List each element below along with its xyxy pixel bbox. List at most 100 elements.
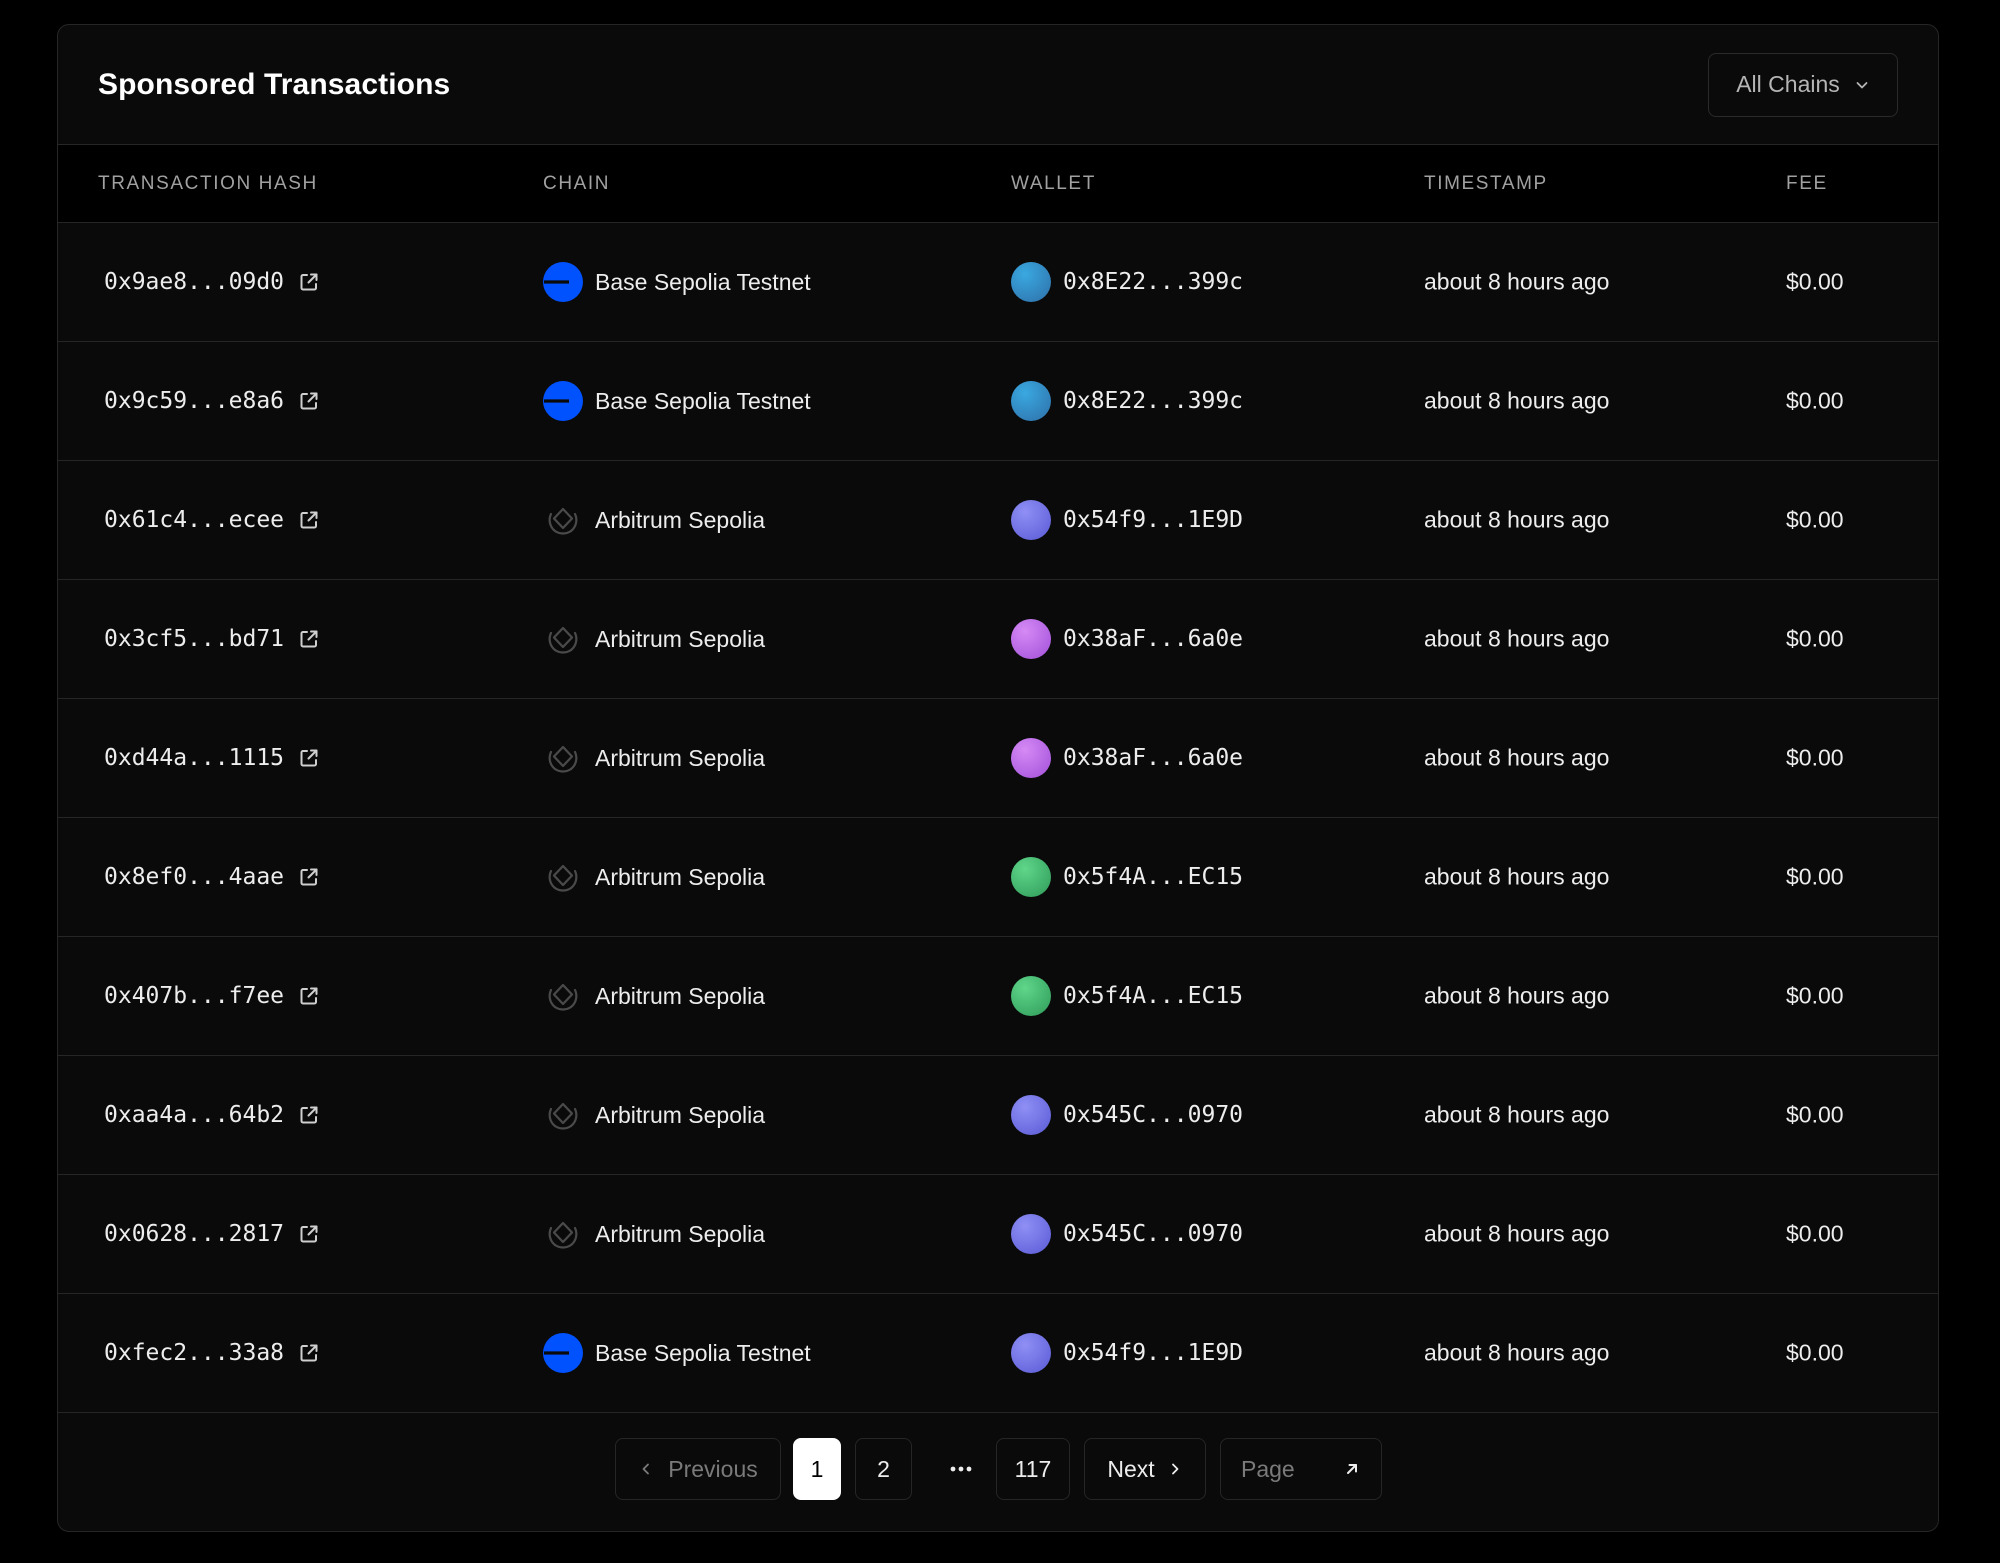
hash-cell: 0x3cf5...bd71 [98, 626, 320, 652]
arbitrum-logo-icon [548, 864, 578, 892]
timestamp: about 8 hours ago [1424, 1101, 1610, 1128]
wallet-cell: 0x54f9...1E9D [1011, 1333, 1243, 1373]
fee-cell: $0.00 [1786, 1221, 1844, 1248]
column-header-chain: CHAIN [543, 172, 611, 194]
wallet-address[interactable]: 0x8E22...399c [1063, 388, 1244, 414]
timestamp-cell: about 8 hours ago [1424, 1221, 1609, 1248]
transaction-hash-link[interactable]: 0x61c4...ecee [104, 507, 285, 533]
timestamp: about 8 hours ago [1424, 625, 1610, 652]
page-button-2[interactable]: 2 [855, 1438, 912, 1500]
chain-cell: Base Sepolia Testnet [543, 1333, 811, 1373]
timestamp: about 8 hours ago [1424, 982, 1610, 1009]
chain-name: Arbitrum Sepolia [595, 1220, 766, 1247]
external-link-icon[interactable] [298, 390, 320, 412]
transaction-hash-link[interactable]: 0x9ae8...09d0 [104, 269, 285, 295]
fee-amount: $0.00 [1786, 506, 1844, 533]
wallet-address[interactable]: 0x54f9...1E9D [1063, 507, 1244, 533]
timestamp-cell: about 8 hours ago [1424, 269, 1609, 296]
hash-cell: 0x61c4...ecee [98, 507, 320, 533]
timestamp-cell: about 8 hours ago [1424, 745, 1609, 772]
base-logo-icon [543, 262, 583, 302]
external-link-icon[interactable] [298, 747, 320, 769]
fee-cell: $0.00 [1786, 388, 1844, 415]
transaction-hash-link[interactable]: 0x8ef0...4aae [104, 864, 285, 890]
external-link-icon[interactable] [298, 985, 320, 1007]
wallet-address[interactable]: 0x54f9...1E9D [1063, 1340, 1244, 1366]
pagination-ellipsis [926, 1438, 996, 1500]
wallet-avatar [1011, 976, 1051, 1016]
external-link-icon[interactable] [298, 1223, 320, 1245]
page-button-117[interactable]: 117 [996, 1438, 1070, 1500]
transaction-hash-link[interactable]: 0xaa4a...64b2 [104, 1102, 285, 1128]
fee-cell: $0.00 [1786, 983, 1844, 1010]
timestamp-cell: about 8 hours ago [1424, 1340, 1609, 1367]
external-link-icon[interactable] [298, 628, 320, 650]
hash-cell: 0x8ef0...4aae [98, 864, 320, 890]
wallet-cell: 0x8E22...399c [1011, 262, 1243, 302]
timestamp: about 8 hours ago [1424, 387, 1610, 414]
previous-page-button[interactable]: Previous [615, 1438, 781, 1500]
external-link-icon[interactable] [298, 509, 320, 531]
table-body: 0x9ae8...09d0 Base Sepolia Testnet 0x8E22.… [58, 223, 1938, 1413]
external-link-icon[interactable] [298, 1104, 320, 1126]
chevron-down-icon [1856, 81, 1868, 88]
transaction-hash-link[interactable]: 0x9c59...e8a6 [104, 388, 285, 414]
transaction-hash-link[interactable]: 0xfec2...33a8 [104, 1340, 285, 1366]
external-link-icon[interactable] [298, 866, 320, 888]
wallet-address[interactable]: 0x38aF...6a0e [1063, 626, 1244, 652]
hash-cell: 0x9ae8...09d0 [98, 269, 320, 295]
arrow-up-right-icon[interactable] [1343, 1460, 1361, 1478]
transaction-hash-link[interactable]: 0x0628...2817 [104, 1221, 285, 1247]
chain-name: Base Sepolia Testnet [595, 1339, 811, 1366]
chain-filter-label: All Chains [1736, 71, 1840, 97]
wallet-address[interactable]: 0x38aF...6a0e [1063, 745, 1244, 771]
wallet-cell: 0x5f4A...EC15 [1011, 976, 1243, 1016]
timestamp-cell: about 8 hours ago [1424, 388, 1609, 415]
transaction-hash-link[interactable]: 0xd44a...1115 [104, 745, 285, 771]
chevron-right-icon [1171, 1463, 1179, 1475]
wallet-avatar [1011, 1095, 1051, 1135]
fee-amount: $0.00 [1786, 1339, 1844, 1366]
page-jump-input[interactable]: Page [1220, 1438, 1382, 1500]
chain-name: Arbitrum Sepolia [595, 982, 766, 1009]
wallet-address[interactable]: 0x8E22...399c [1063, 269, 1244, 295]
chain-name: Arbitrum Sepolia [595, 744, 766, 771]
chain-name: Arbitrum Sepolia [595, 625, 766, 652]
wallet-address[interactable]: 0x5f4A...EC15 [1063, 983, 1244, 1009]
fee-amount: $0.00 [1786, 744, 1844, 771]
chain-cell: Arbitrum Sepolia [543, 976, 765, 1016]
table-row: 0xfec2...33a8 Base Sepolia Testnet 0x54f9.… [58, 1294, 1938, 1413]
wallet-cell: 0x5f4A...EC15 [1011, 857, 1243, 897]
hash-cell: 0x0628...2817 [98, 1221, 320, 1247]
column-header-hash: TRANSACTION HASH [98, 172, 318, 194]
external-link-icon[interactable] [298, 1342, 320, 1364]
wallet-avatar [1011, 1333, 1051, 1373]
timestamp: about 8 hours ago [1424, 744, 1610, 771]
external-link-icon[interactable] [298, 271, 320, 293]
transaction-hash-link[interactable]: 0x3cf5...bd71 [104, 626, 285, 652]
wallet-address[interactable]: 0x5f4A...EC15 [1063, 864, 1244, 890]
hash-cell: 0xfec2...33a8 [98, 1340, 320, 1366]
arbitrum-logo-icon [548, 983, 578, 1011]
transaction-hash-link[interactable]: 0x407b...f7ee [104, 983, 285, 1009]
column-header-fee: FEE [1786, 172, 1828, 194]
wallet-cell: 0x8E22...399c [1011, 381, 1243, 421]
next-page-button[interactable]: Next [1084, 1438, 1206, 1500]
table-row: 0x407b...f7ee Arbitrum Sepolia 0x5f4A...EC… [58, 937, 1938, 1056]
arbitrum-logo-icon [548, 745, 578, 773]
table-row: 0xaa4a...64b2 Arbitrum Sepolia 0x545C...09… [58, 1056, 1938, 1175]
table-row: 0x3cf5...bd71 Arbitrum Sepolia 0x38aF...6a… [58, 580, 1938, 699]
page-button-1[interactable]: 1 [793, 1438, 841, 1500]
wallet-address[interactable]: 0x545C...0970 [1063, 1102, 1244, 1128]
timestamp: about 8 hours ago [1424, 1339, 1610, 1366]
pagination: Previous 1 2 117 Next Page [58, 1411, 1938, 1531]
table-row: 0xd44a...1115 Arbitrum Sepolia 0x38aF...6a… [58, 699, 1938, 818]
card-title: Sponsored Transactions [98, 67, 451, 101]
wallet-address[interactable]: 0x545C...0970 [1063, 1221, 1244, 1247]
chain-name: Base Sepolia Testnet [595, 387, 811, 414]
chain-filter-dropdown[interactable]: All Chains [1708, 52, 1898, 117]
timestamp-cell: about 8 hours ago [1424, 626, 1609, 653]
chain-name: Arbitrum Sepolia [595, 506, 766, 533]
hash-cell: 0x407b...f7ee [98, 983, 320, 1009]
arbitrum-logo-icon [548, 1102, 578, 1130]
